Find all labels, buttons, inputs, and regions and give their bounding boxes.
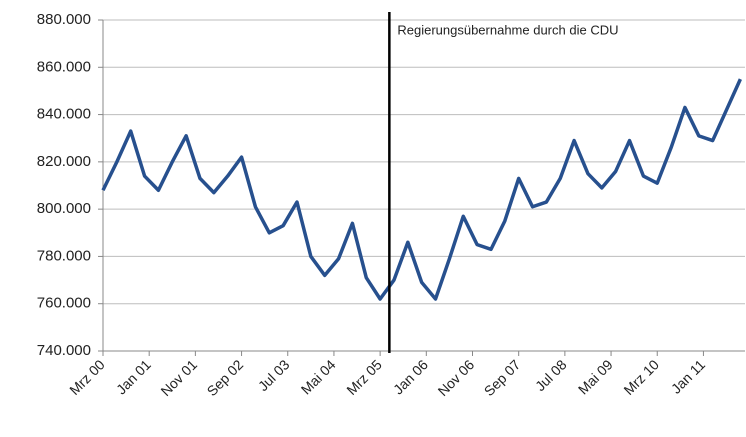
x-tick-label: Mrz 00 [66,356,108,398]
y-tick-label: 760.000 [37,295,91,312]
y-tick-label: 780.000 [37,247,91,264]
y-tick-label: 820.000 [37,153,91,170]
y-tick-label: 740.000 [37,342,91,359]
x-tick-label: Jan 06 [390,356,431,397]
x-tick-label: Nov 06 [435,356,478,399]
x-tick-label: Sep 07 [481,356,524,399]
annotation-label: Regierungsübernahme durch die CDU [397,22,618,37]
x-tick-label: Mai 09 [575,356,616,397]
y-tick-label: 840.000 [37,106,91,123]
x-tick-label: Jan 01 [113,356,154,397]
y-tick-label: 880.000 [37,11,91,28]
x-tick-label: Sep 02 [204,356,247,399]
x-tick-label: Jul 03 [255,356,293,394]
x-tick-label: Nov 01 [157,356,200,399]
y-tick-label: 800.000 [37,200,91,217]
x-tick-label: Jul 08 [532,356,570,394]
line [101,78,742,301]
x-tick-label: Mrz 05 [343,356,385,398]
x-tick-label: Mrz 10 [620,356,662,398]
x-tick-label: Mai 04 [298,356,339,397]
y-tick-label: 860.000 [37,58,91,75]
x-tick-label: Jan 11 [668,356,708,396]
